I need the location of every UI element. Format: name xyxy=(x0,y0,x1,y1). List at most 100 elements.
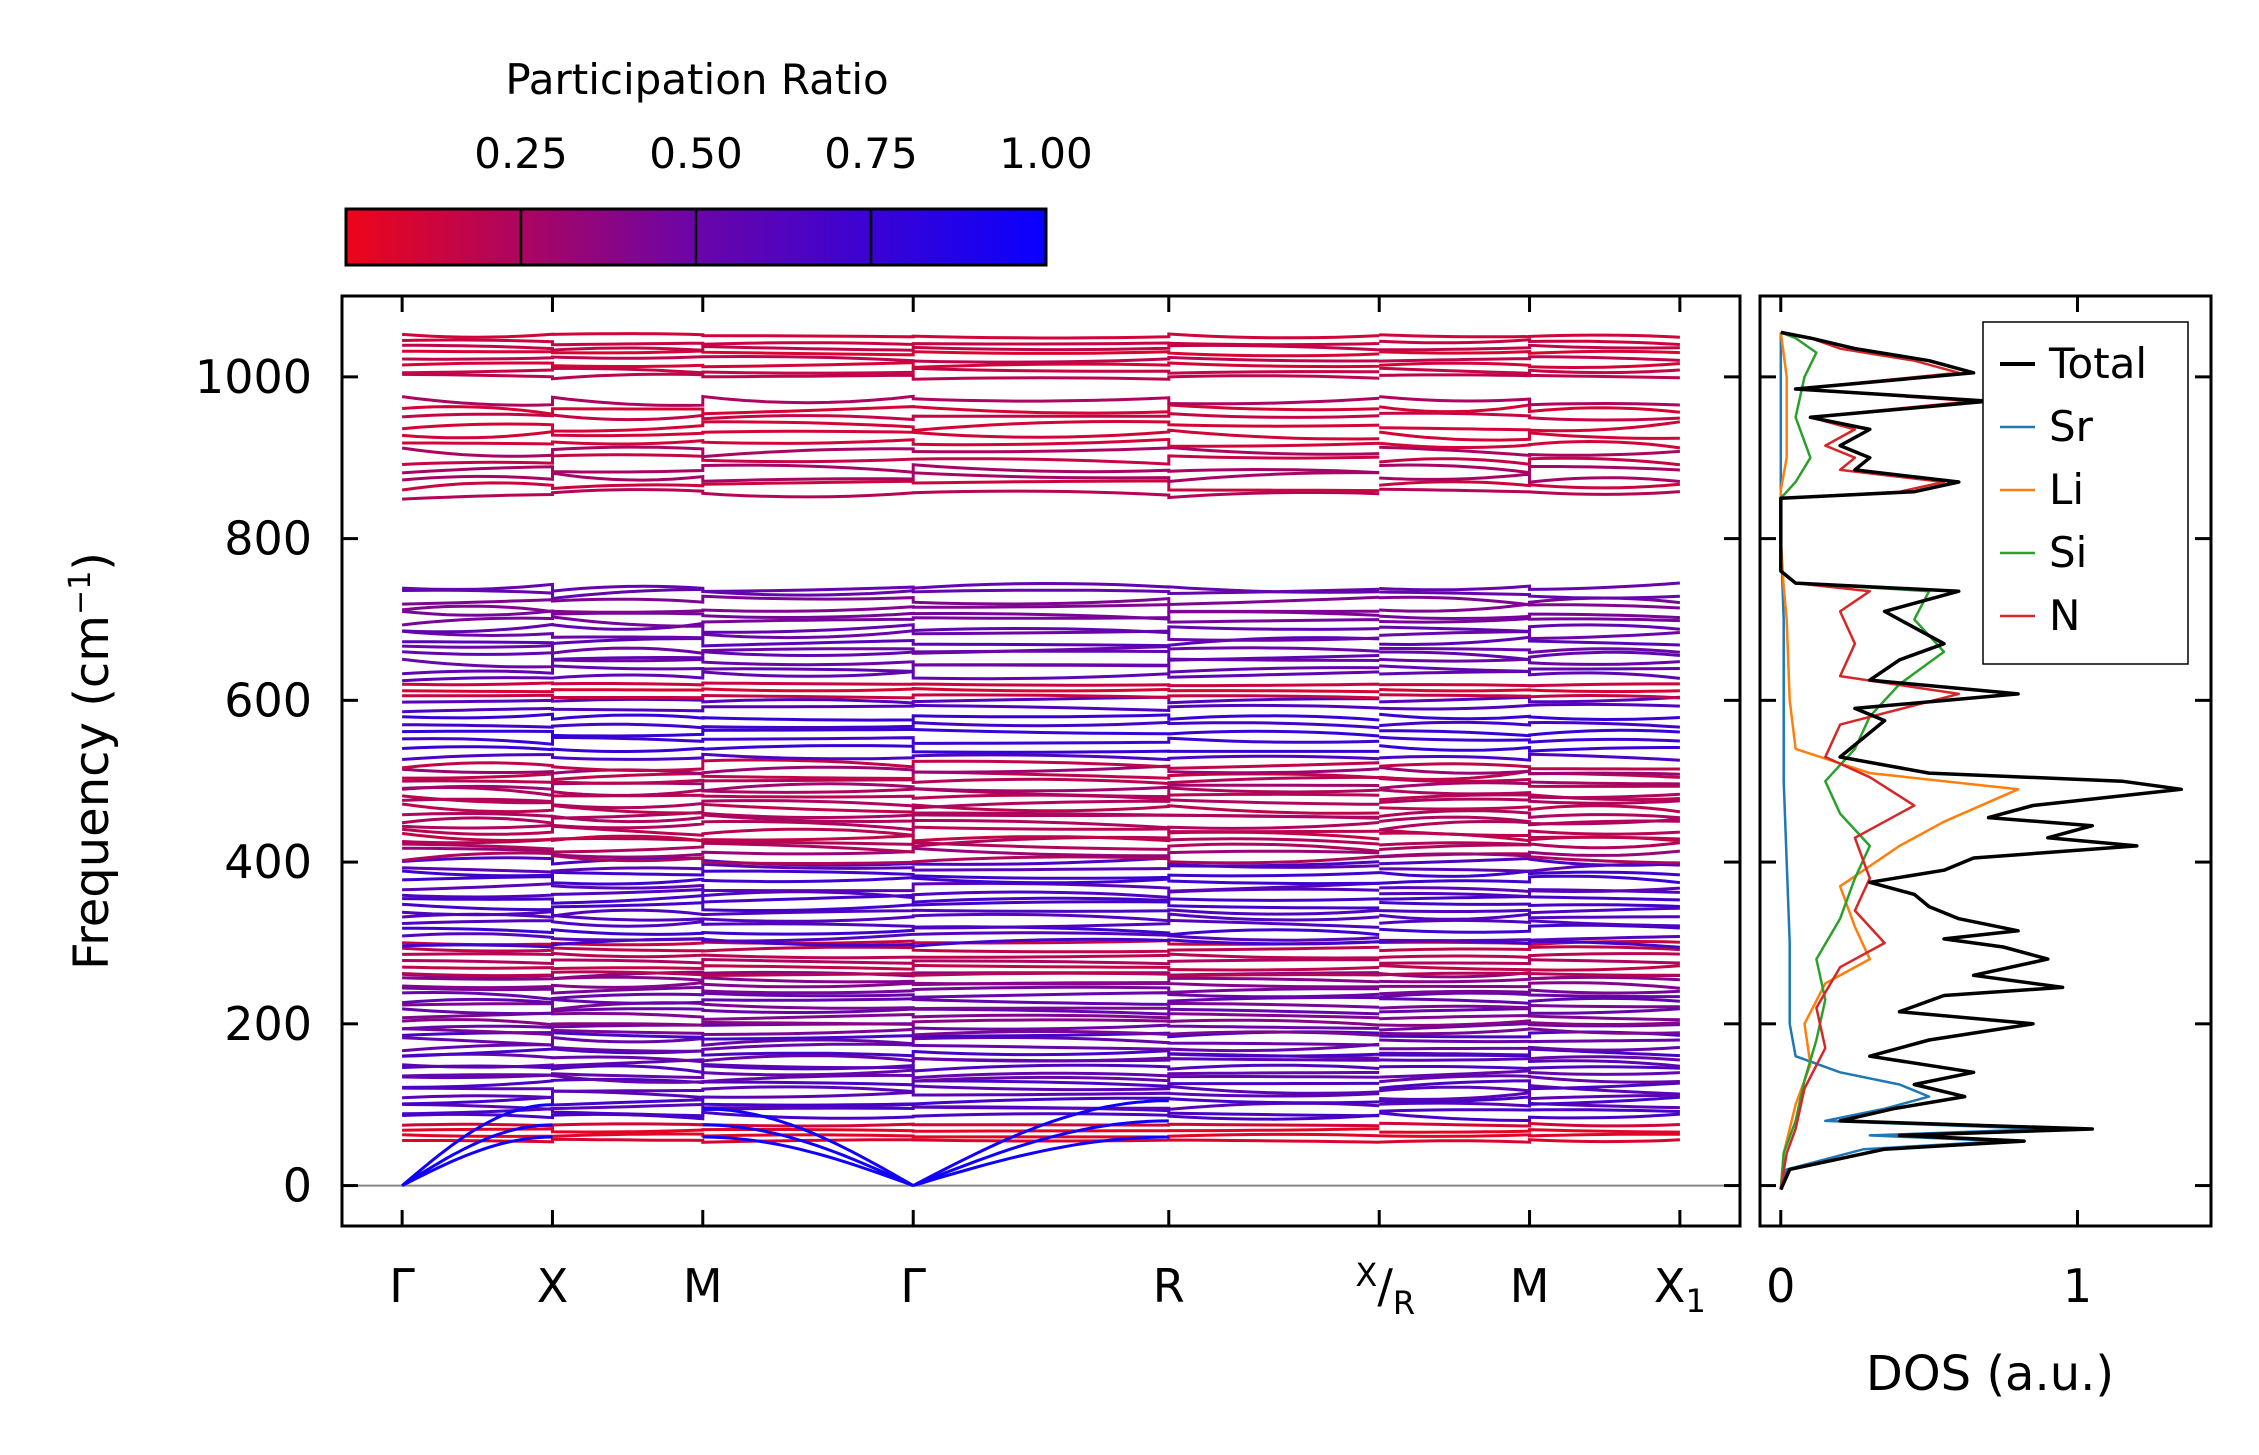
band-line xyxy=(402,372,1680,381)
band-line xyxy=(402,1063,1680,1075)
band-y-tick-label: 400 xyxy=(224,835,312,889)
band-line xyxy=(402,1089,1680,1101)
band-line xyxy=(402,702,1680,714)
band-line xyxy=(402,463,1680,475)
band-line xyxy=(402,980,1681,990)
legend-label: Si xyxy=(2049,528,2087,577)
dos-lines xyxy=(1779,330,2184,1191)
legend-label: N xyxy=(2049,591,2080,640)
band-line xyxy=(402,744,1680,754)
band-line xyxy=(401,428,1680,442)
band-line xyxy=(401,1042,1680,1053)
band-y-tick-label: 800 xyxy=(224,512,312,566)
acoustic-branch xyxy=(702,1135,914,1188)
band-line xyxy=(402,764,1680,776)
band-line xyxy=(401,1007,1680,1016)
band-line xyxy=(402,1027,1680,1037)
band-line xyxy=(402,437,1681,450)
band-line xyxy=(402,735,1680,746)
band-line xyxy=(402,918,1680,930)
dos-x-axis-label: DOS (a.u.) xyxy=(1866,1346,2114,1402)
band-line xyxy=(402,1110,1680,1123)
band-line xyxy=(402,712,1680,722)
dos-series-total xyxy=(1779,330,2184,1191)
band-line xyxy=(402,693,1680,700)
kpoint-label: R xyxy=(1153,1259,1185,1313)
band-line xyxy=(402,957,1680,966)
band-line xyxy=(402,453,1681,467)
acoustic-branch xyxy=(702,1123,914,1187)
band-line xyxy=(402,785,1680,800)
band-line xyxy=(402,354,1680,364)
kpoint-label-sub: 1 xyxy=(1685,1282,1705,1320)
band-line xyxy=(402,403,1681,416)
band-line xyxy=(401,471,1681,484)
dos-x-tick-label: 0 xyxy=(1766,1259,1795,1313)
colorbar-tick-label: 1.00 xyxy=(999,129,1093,178)
band-line xyxy=(402,906,1680,918)
band-line xyxy=(402,332,1680,340)
band-line xyxy=(401,824,1680,837)
band-line xyxy=(402,663,1680,676)
band-y-tick-label: 1000 xyxy=(195,350,312,404)
colorbar-tick-label: 0.50 xyxy=(649,129,743,178)
band-x-ticks: Γ X M Γ R X/R M X1 xyxy=(389,296,1706,1322)
band-line xyxy=(402,1132,1680,1139)
band-line xyxy=(402,862,1680,874)
acoustic-branch xyxy=(401,1123,553,1187)
band-line xyxy=(402,1137,1680,1144)
colorbar-label: Participation Ratio xyxy=(505,55,888,104)
band-line xyxy=(402,775,1680,788)
band-line xyxy=(402,900,1680,912)
acoustic-branch xyxy=(912,1119,1169,1187)
band-line xyxy=(402,1127,1680,1134)
dos-legend: Total Sr Li Si N xyxy=(1982,321,2189,665)
band-line xyxy=(402,587,1680,601)
kpoint-label-sep: / xyxy=(1377,1259,1393,1313)
band-line xyxy=(402,349,1680,358)
colorbar-tick-label: 0.75 xyxy=(824,129,918,178)
y-axis-label-sup: −1 xyxy=(63,571,98,615)
kpoint-label-top: X xyxy=(1355,1256,1377,1294)
colorbar: Participation Ratio 0.25 0.50 0.75 1.00 xyxy=(344,55,1093,267)
dos-series-si xyxy=(1779,331,1946,1190)
band-line xyxy=(402,635,1680,648)
kpoint-label: M xyxy=(683,1259,723,1313)
y-axis-label-base: Frequency (cm xyxy=(64,615,120,970)
dos-x-tick-label: 1 xyxy=(2063,1259,2092,1313)
kpoint-label: Γ xyxy=(900,1259,926,1313)
acoustic-branch xyxy=(401,1103,553,1187)
band-line xyxy=(402,1077,1680,1091)
band-line xyxy=(401,629,1680,642)
band-line xyxy=(402,687,1680,694)
band-line xyxy=(402,343,1680,352)
band-line xyxy=(401,394,1680,407)
band-line xyxy=(402,975,1680,986)
band-line xyxy=(401,615,1680,628)
band-lines xyxy=(342,332,1740,1188)
band-line xyxy=(401,758,1680,773)
band-line xyxy=(402,797,1680,810)
band-line xyxy=(401,419,1681,433)
band-line xyxy=(402,411,1680,422)
band-line xyxy=(402,985,1680,996)
band-y-ticks: 0 200 400 600 800 1000 xyxy=(195,350,1740,1213)
band-line xyxy=(402,1018,1680,1027)
band-line xyxy=(402,990,1680,1001)
band-line xyxy=(402,366,1680,375)
kpoint-label: X/R xyxy=(1355,1256,1415,1322)
band-line xyxy=(402,951,1680,960)
dos-axes-frame xyxy=(1758,294,2213,1228)
band-line xyxy=(402,1035,1680,1047)
band-line xyxy=(402,361,1681,370)
band-line xyxy=(402,931,1680,943)
band-line xyxy=(402,846,1681,859)
kpoint-label: M xyxy=(1510,1259,1550,1313)
legend-label: Total xyxy=(2048,339,2147,388)
band-line xyxy=(402,881,1680,894)
band-line xyxy=(402,649,1681,662)
y-axis-label: Frequency (cm−1) xyxy=(63,552,120,970)
band-y-tick-label: 600 xyxy=(224,673,312,727)
